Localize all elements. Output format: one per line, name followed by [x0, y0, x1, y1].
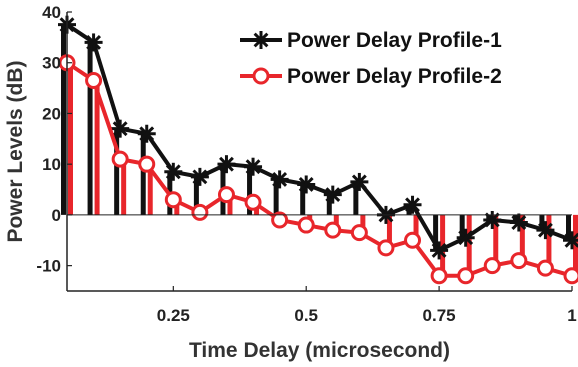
point-2-7 [244, 193, 262, 211]
lines-layer [58, 15, 578, 285]
legend-marker-1 [252, 31, 270, 49]
point-1-6 [217, 155, 236, 174]
y-tick-label-3: 20 [42, 104, 61, 123]
legend-marker-2 [252, 67, 270, 85]
point-2-5 [191, 203, 209, 221]
point-2-15 [457, 267, 475, 285]
legend-label-2: Power Delay Profile-2 [287, 65, 502, 88]
point-1-2 [111, 119, 130, 138]
point-1-8-arm [272, 171, 288, 187]
point-1-10 [323, 185, 342, 204]
x-axis-label: Time Delay (microsecond) [189, 339, 450, 362]
point-1-4 [164, 162, 183, 181]
point-1-14-arm [431, 242, 447, 258]
point-2-14 [430, 267, 448, 285]
point-1-7 [244, 157, 263, 176]
point-1-5 [190, 167, 209, 186]
point-1-16-arm [484, 212, 500, 228]
point-1-18-arm [537, 222, 553, 238]
point-2-11 [350, 224, 368, 242]
point-2-8 [271, 211, 289, 229]
point-1-5-arm [192, 169, 208, 185]
point-1-13 [403, 195, 422, 214]
stems-layer [61, 24, 578, 276]
point-2-4 [164, 191, 182, 209]
point-1-3-arm [139, 126, 155, 142]
point-2-16 [483, 257, 501, 275]
point-2-9 [297, 216, 315, 234]
point-1-19 [563, 231, 578, 250]
point-1-10-arm [325, 187, 341, 203]
point-1-7-arm [245, 159, 261, 175]
y-tick-label-5: 40 [42, 3, 61, 22]
legend-marker-1-arm [253, 32, 269, 48]
legend: Power Delay Profile-1 Power Delay Profile… [240, 29, 502, 88]
point-1-8 [270, 170, 289, 189]
point-2-17 [510, 252, 528, 270]
point-1-11-arm [351, 174, 367, 190]
point-1-19-arm [564, 232, 578, 248]
point-1-13-arm [405, 197, 420, 213]
x-tick-label-0: 0.25 [157, 306, 190, 325]
point-2-2 [111, 150, 129, 168]
point-1-6-arm [219, 156, 234, 172]
x-tick-label-2: 0.75 [423, 306, 456, 325]
point-1-17 [509, 213, 528, 232]
x-tick-label-3: 1 [567, 306, 576, 325]
point-2-6 [217, 186, 235, 204]
point-1-18 [536, 221, 555, 240]
y-tick-label-4: 30 [42, 54, 61, 73]
point-1-15 [456, 228, 475, 247]
point-1-15-arm [458, 230, 474, 246]
point-1-16 [483, 210, 502, 229]
y-tick-label-0: -10 [36, 257, 61, 276]
point-2-3 [138, 155, 156, 173]
axes-layer: 0.25 0.5 0.75 1 -10 0 10 20 30 40 [36, 3, 576, 325]
point-1-2-arm [112, 121, 128, 137]
point-2-18 [536, 259, 554, 277]
x-tick-label-1: 0.5 [294, 306, 318, 325]
point-1-9-arm [298, 177, 314, 192]
point-2-12 [377, 239, 395, 257]
point-1-4-arm [165, 164, 181, 180]
point-2-19 [563, 267, 578, 285]
y-axis-label: Power Levels (dB) [4, 60, 27, 242]
point-2-13 [404, 231, 422, 249]
y-tick-label-2: 10 [42, 155, 61, 174]
point-1-1 [84, 33, 103, 52]
point-1-11 [350, 172, 369, 191]
legend-label-1: Power Delay Profile-1 [287, 29, 502, 52]
point-1-1-arm [86, 35, 102, 50]
point-1-17-arm [511, 215, 527, 230]
point-1-3 [137, 124, 156, 143]
point-1-9 [297, 175, 316, 194]
point-1-14 [430, 241, 449, 260]
point-2-10 [324, 221, 342, 239]
y-tick-label-1: 0 [52, 206, 61, 225]
point-2-1 [85, 71, 103, 89]
